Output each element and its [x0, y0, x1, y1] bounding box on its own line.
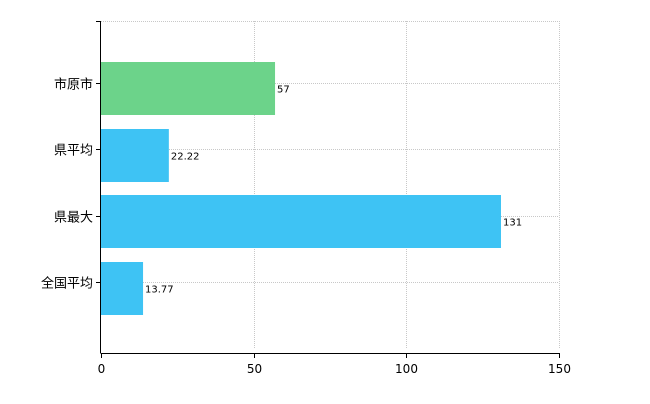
category-label-4: 全国平均 [41, 276, 93, 292]
category-label-3: 県最大 [54, 211, 93, 226]
category-label-2: 県平均 [54, 144, 93, 159]
bar-4 [101, 262, 144, 315]
bar-2 [101, 129, 169, 182]
category-label-1: 市原市 [54, 77, 93, 93]
x-tick-label-4: 150 [548, 362, 571, 376]
data-label-1: 57 [277, 85, 290, 96]
bars [101, 62, 501, 315]
data-label-4: 13.77 [145, 285, 174, 296]
bar-1 [101, 62, 276, 115]
x-tick-label-2: 50 [247, 362, 262, 376]
x-tick-label-3: 100 [395, 362, 418, 376]
data-label-2: 22.22 [171, 152, 200, 163]
data-label-3: 131 [503, 218, 522, 229]
axes [96, 21, 560, 358]
x-tick-label-1: 0 [98, 362, 106, 376]
bar-3 [101, 195, 501, 248]
